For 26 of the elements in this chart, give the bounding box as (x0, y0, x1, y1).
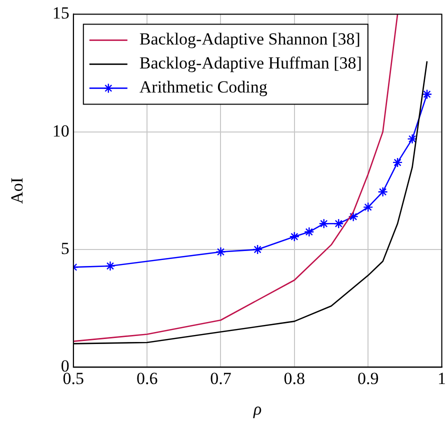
point (289, 231, 300, 242)
x-tick-label: 0.6 (136, 368, 158, 388)
point (378, 186, 388, 197)
legend-label: Backlog-Adaptive Huffman [38] (139, 54, 362, 73)
point (334, 218, 344, 229)
point (407, 134, 418, 144)
point (362, 202, 374, 212)
y-tick-label: 10 (52, 121, 70, 140)
point (348, 211, 358, 222)
x-tick-label: 0.7 (210, 368, 232, 388)
x-tick-label: 0.8 (284, 368, 306, 388)
point (422, 89, 432, 100)
y-axis-title: AoI (8, 177, 27, 204)
legend-label: Backlog-Adaptive Shannon [38] (139, 30, 360, 49)
point (304, 226, 314, 237)
point (216, 246, 226, 257)
point (318, 218, 329, 229)
point (105, 260, 116, 272)
x-tick-label: 1 (438, 368, 446, 388)
y-tick-label: 5 (60, 239, 70, 258)
legend-label: Arithmetic Coding (139, 78, 268, 97)
x-tick-label: 0.9 (357, 368, 379, 388)
point (392, 157, 403, 168)
point (252, 244, 263, 255)
x-axis-title: ρ (252, 399, 262, 418)
y-tick-label: 15 (52, 4, 70, 23)
